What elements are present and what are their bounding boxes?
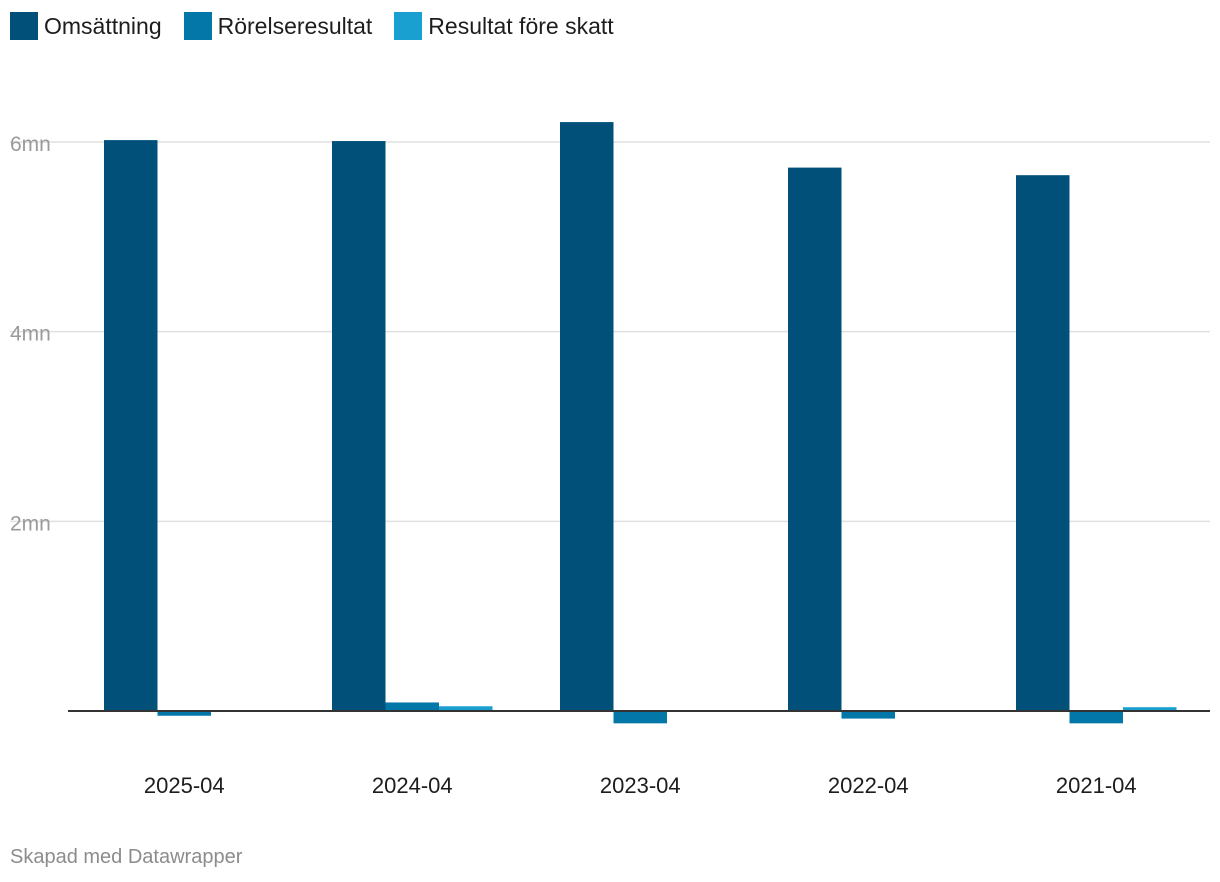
- bar: [332, 141, 386, 712]
- legend-swatch: [394, 12, 423, 40]
- legend-label: Resultat före skatt: [428, 13, 614, 39]
- bar: [385, 702, 439, 711]
- legend-item: Resultat före skatt: [394, 12, 614, 40]
- bar: [104, 140, 158, 711]
- x-tick-label: 2024-04: [372, 773, 453, 798]
- bar: [157, 711, 211, 716]
- x-tick-label: 2021-04: [1056, 773, 1137, 798]
- legend-item: Rörelseresultat: [183, 12, 373, 40]
- bar: [439, 706, 493, 711]
- x-tick-label: 2023-04: [600, 773, 681, 798]
- bar: [788, 167, 842, 712]
- x-tick-label: 2025-04: [144, 773, 225, 798]
- y-tick-label: 2mn: [10, 512, 51, 535]
- legend-swatch: [183, 12, 212, 40]
- legend-label: Rörelseresultat: [217, 13, 373, 39]
- chart-legend: Omsättning Rörelseresultat Resultat före s…: [10, 12, 636, 40]
- bar: [560, 122, 614, 711]
- legend-label: Omsättning: [44, 13, 162, 39]
- legend-swatch: [10, 12, 38, 40]
- bar: [613, 711, 667, 724]
- bar: [1123, 707, 1177, 711]
- credit-footer: Skapad med Datawrapper: [10, 846, 243, 868]
- bar: [1016, 175, 1070, 712]
- legend-item: Omsättning: [10, 12, 162, 40]
- y-tick-label: 4mn: [10, 323, 51, 346]
- y-tick-label: 6mn: [10, 133, 51, 156]
- x-tick-label: 2022-04: [828, 773, 909, 798]
- bar: [1069, 711, 1123, 724]
- bar: [841, 711, 895, 719]
